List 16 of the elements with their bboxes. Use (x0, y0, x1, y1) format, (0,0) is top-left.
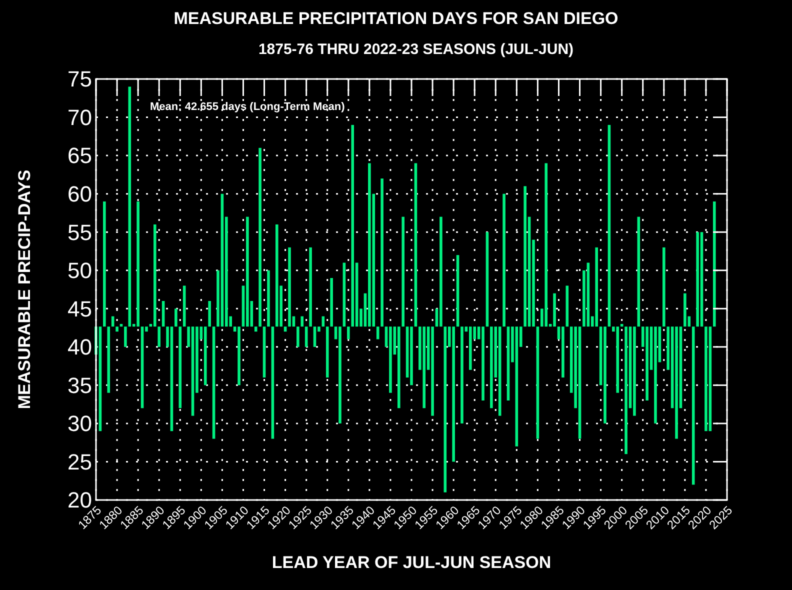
y-tick-label: 40 (68, 334, 92, 360)
y-tick-label: 60 (68, 182, 92, 207)
y-tick-label: 45 (68, 296, 92, 322)
chart-subtitle: 1875-76 THRU 2022-23 SEASONS (JUL-JUN) (258, 41, 574, 58)
y-tick-label: 75 (68, 66, 92, 92)
y-axis-title: MEASURABLE PRECIP-DAYS (15, 170, 34, 410)
y-tick-label: 50 (68, 258, 92, 284)
y-tick-label: 55 (68, 220, 92, 245)
y-tick-label: 35 (68, 372, 92, 398)
y-tick-label: 30 (68, 411, 92, 436)
y-tick-label: 25 (68, 449, 92, 474)
x-axis-title: LEAD YEAR OF JUL-JUN SEASON (272, 553, 552, 572)
y-tick-label: 70 (68, 104, 92, 130)
annotation: Mean: 42.655 days (Long-Term Mean) (150, 101, 346, 113)
chart-title: MEASURABLE PRECIPITATION DAYS FOR SAN DIEGO (174, 9, 618, 28)
y-tick-label: 65 (68, 143, 92, 168)
